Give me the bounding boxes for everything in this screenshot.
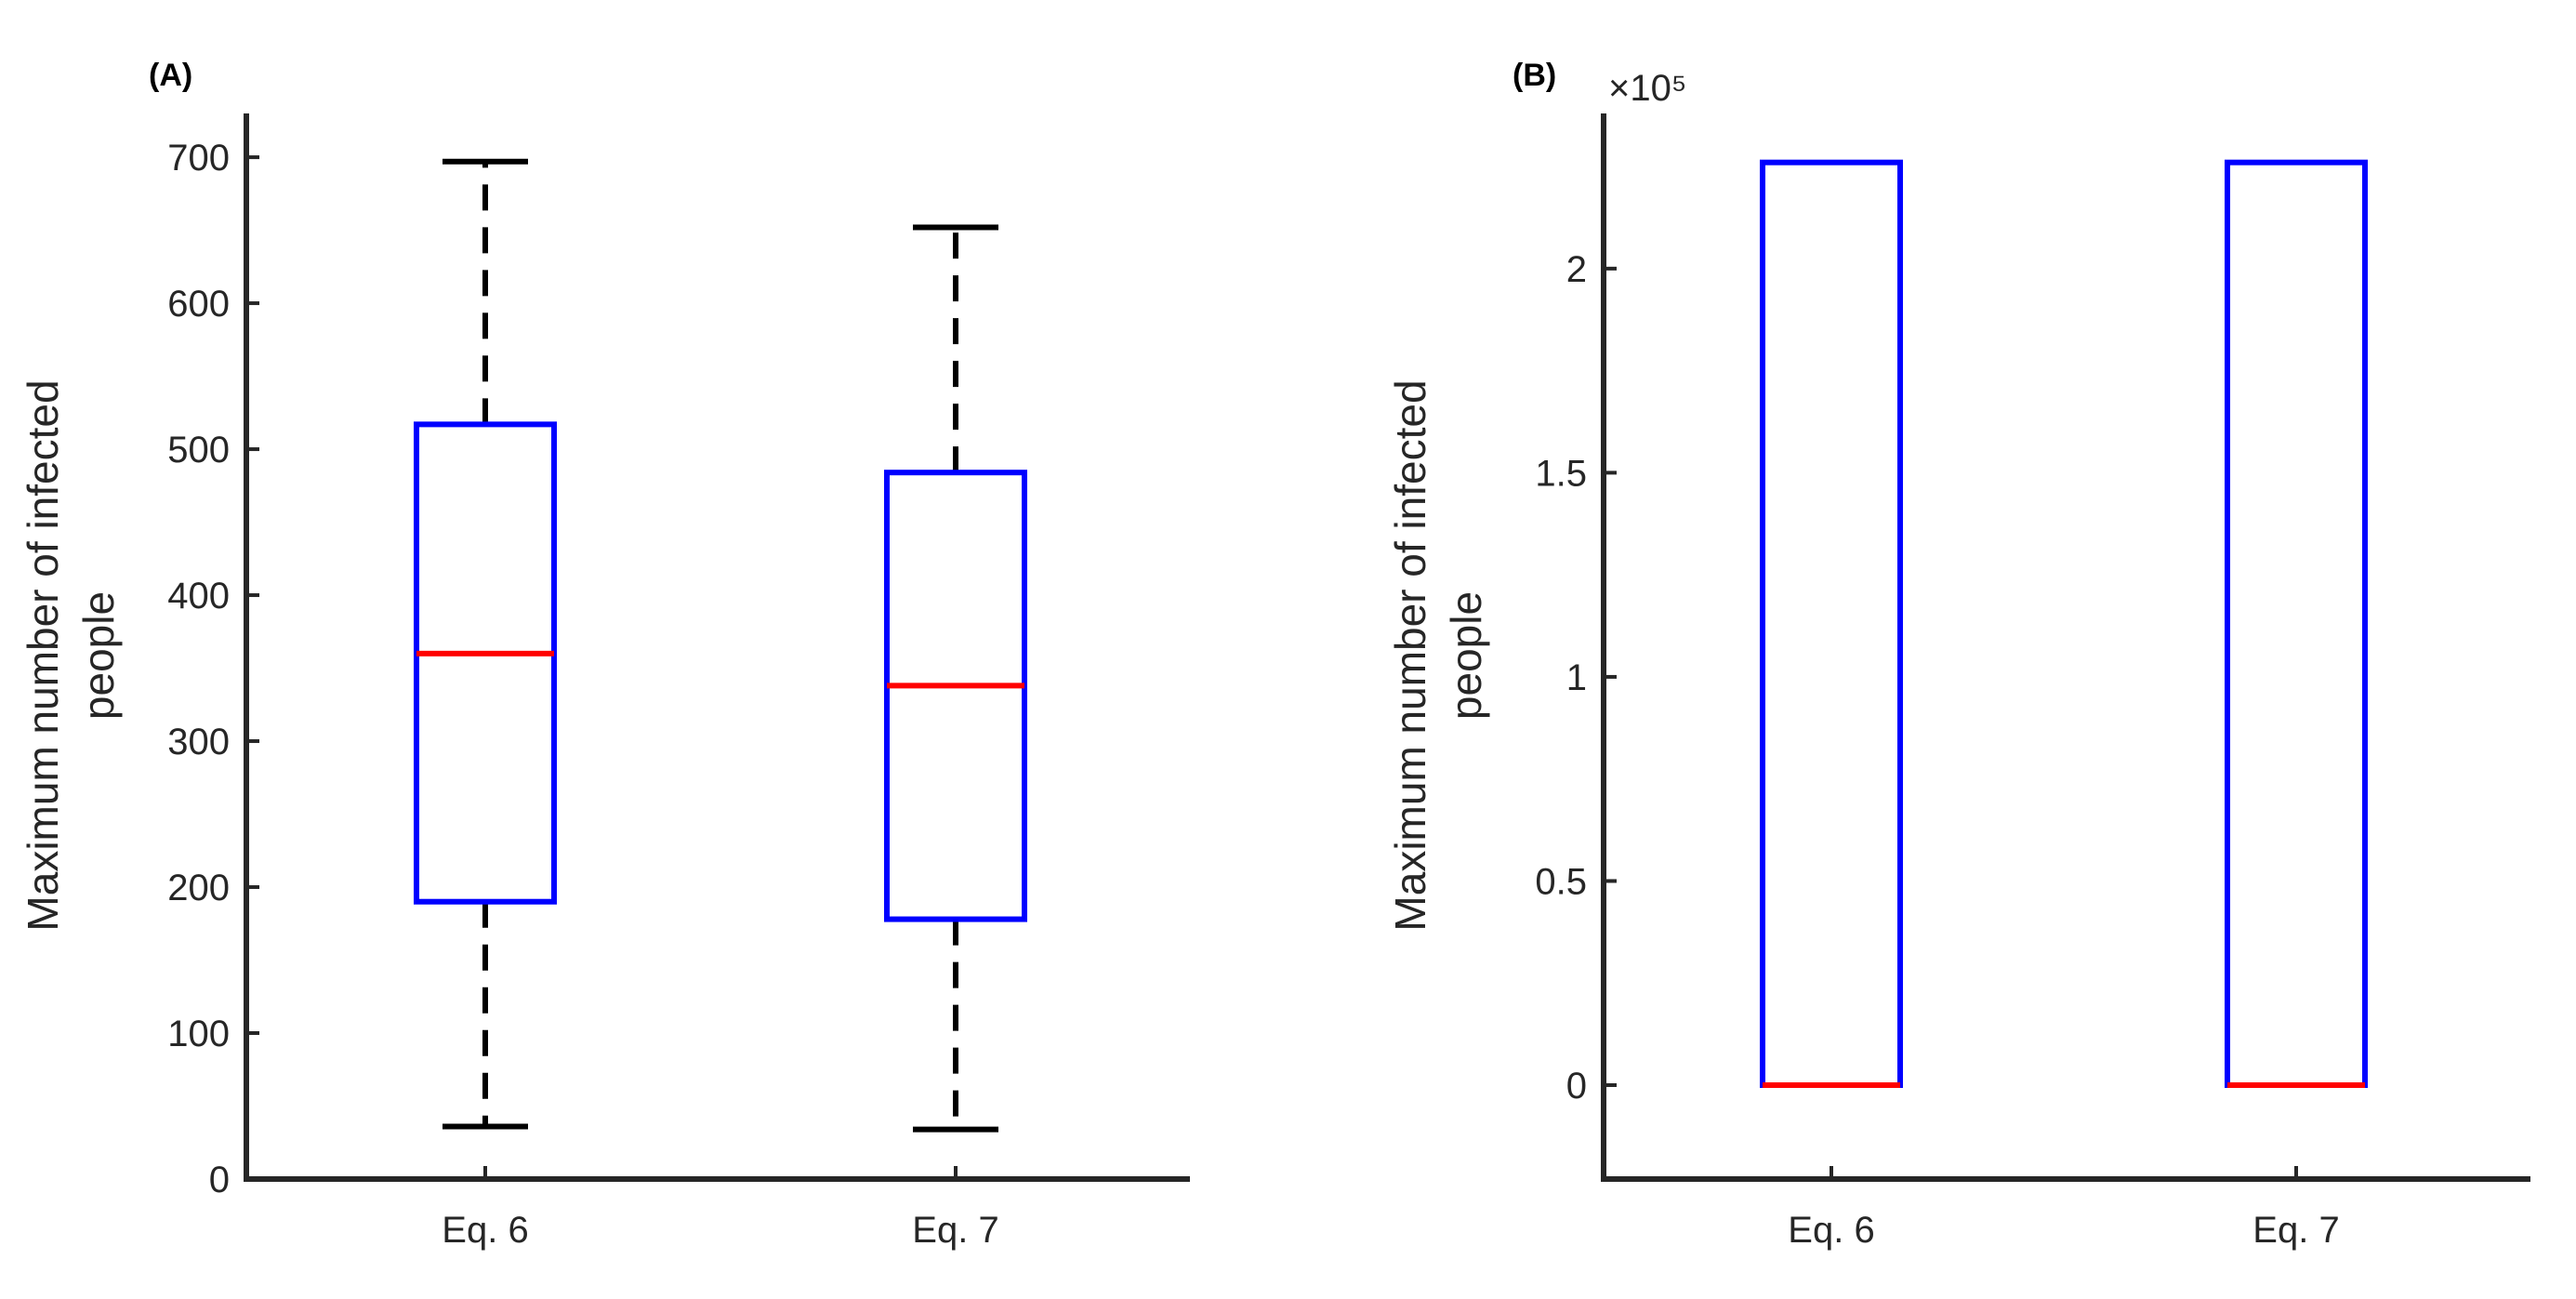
panel-label-b: (B) (1513, 58, 1556, 93)
box-eq-7 (2225, 159, 2368, 1089)
y-axis-label: Maximum number of infected (19, 379, 67, 931)
x-tick-label: Eq. 6 (442, 1210, 528, 1251)
y-tick-label: 600 (167, 284, 230, 325)
box-eq-6 (414, 158, 557, 1130)
box-eq-7 (884, 224, 1027, 1133)
y-axis-label: Maximum number of infected (1386, 379, 1434, 931)
box-body (414, 421, 557, 905)
y-tick-label: 1 (1566, 657, 1587, 698)
x-tick-label: Eq. 7 (2252, 1210, 2339, 1251)
y-tick-label: 0 (209, 1160, 230, 1200)
box-body (884, 470, 1027, 922)
panel-a: (A) 0 100 200 300 400 500 600 700 Eq. 6 Eq. 7 Maxi… (19, 58, 1190, 1251)
y-tick-label: 0.5 (1535, 861, 1587, 902)
y-tick-label: 100 (167, 1014, 230, 1054)
y-tick-label: 700 (167, 138, 230, 179)
y-tick-label: 500 (167, 430, 230, 471)
y-tick-label: 1.5 (1535, 453, 1587, 494)
x-tick-label: Eq. 7 (912, 1210, 998, 1251)
y-tick-label: 2 (1566, 249, 1587, 290)
box-body (2225, 159, 2368, 1089)
y-axis-label: people (74, 591, 123, 720)
panel-label-a: (A) (149, 58, 192, 93)
y-tick-label: 300 (167, 722, 230, 762)
y-tick-label: 400 (167, 576, 230, 616)
y-tick-label: 0 (1566, 1066, 1587, 1107)
x-tick-label: Eq. 6 (1788, 1210, 1874, 1251)
panel-b: (B) ×10⁵ 0 0.5 1 1.5 2 Eq. 6 Eq. 7 Maximum numb… (1386, 58, 2530, 1251)
box-body (1760, 159, 1903, 1089)
y-axis-label: people (1442, 591, 1490, 720)
y-tick-label: 200 (167, 868, 230, 908)
exponent-label-b: ×10⁵ (1608, 68, 1686, 109)
box-eq-6 (1760, 159, 1903, 1089)
